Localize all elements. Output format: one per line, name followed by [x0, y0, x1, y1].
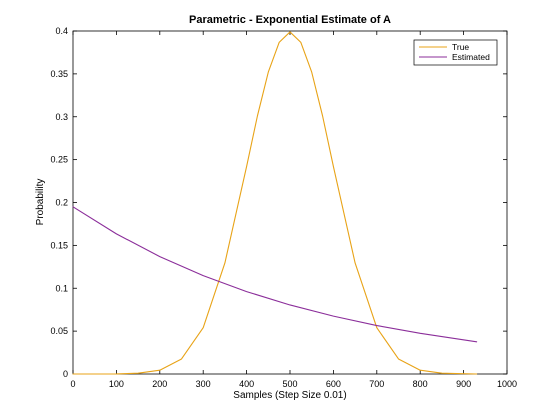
x-axis: 0 100 200 300 400 500 600 700 800 900 1000: [70, 31, 517, 389]
legend-label-estimated: Estimated: [452, 52, 490, 62]
y-tick-label: 0: [63, 369, 68, 379]
y-axis-label: Probability: [35, 179, 46, 226]
y-tick-label: 0.15: [50, 240, 68, 250]
y-tick-label: 0.25: [50, 155, 68, 165]
y-tick-label: 0.3: [55, 112, 68, 122]
x-tick-label: 700: [369, 379, 384, 389]
chart-title: Parametric - Exponential Estimate of A: [189, 14, 391, 26]
y-tick-label: 0.4: [55, 26, 68, 36]
legend-box: [413, 39, 498, 66]
y-tick-label: 0.1: [55, 283, 68, 293]
x-tick-label: 200: [152, 379, 167, 389]
series-layer: [72, 31, 478, 375]
x-tick-label: 600: [326, 379, 341, 389]
x-tick-label: 900: [456, 379, 471, 389]
plot-frame: [72, 30, 508, 375]
x-tick-label: 800: [413, 379, 428, 389]
plot-area: [72, 30, 508, 375]
x-tick-label: 0: [70, 379, 75, 389]
y-tick-label: 0.35: [50, 69, 68, 79]
y-tick-label: 0.05: [50, 326, 68, 336]
x-tick-label: 400: [239, 379, 254, 389]
x-tick-label: 100: [109, 379, 124, 389]
x-tick-label: 500: [282, 379, 297, 389]
series-line-estimated: [72, 206, 478, 343]
y-axis: 0 0.05 0.1 0.15 0.2 0.25 0.3 0.35 0.4: [50, 26, 507, 379]
x-tick-label: 1000: [497, 379, 517, 389]
series-line-true: [72, 31, 478, 375]
legend-label-true: True: [452, 42, 469, 52]
y-tick-label: 0.2: [55, 198, 68, 208]
x-tick-label: 300: [196, 379, 211, 389]
x-axis-label: Samples (Step Size 0.01): [233, 390, 346, 401]
